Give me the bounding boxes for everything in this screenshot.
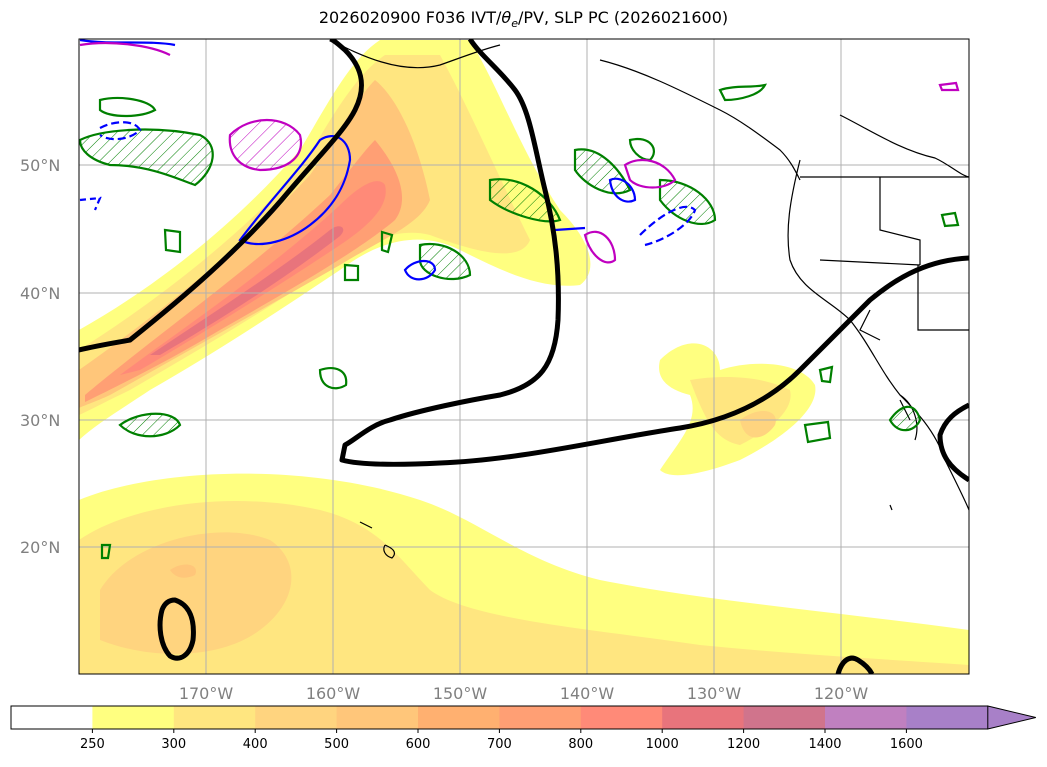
colorbar-segment bbox=[92, 706, 175, 729]
colorbar-tick-label: 600 bbox=[406, 737, 431, 752]
lat-labels: 50°N 40°N 30°N 20°N bbox=[20, 156, 60, 557]
pv-contours-green bbox=[79, 83, 960, 560]
lat-label-20n: 20°N bbox=[20, 538, 60, 557]
ivt-shading bbox=[79, 40, 969, 674]
colorbar: 250 300 400 500 600 700 800 1000 1200 1400 1600 bbox=[10, 705, 1036, 752]
lon-label-150w: 150°W bbox=[433, 684, 488, 703]
map-title: 2026020900 F036 IVT/θe/PV, SLP PC (20260… bbox=[318, 8, 729, 31]
colorbar-tick-label: 250 bbox=[80, 737, 105, 752]
colorbar-segment bbox=[173, 706, 256, 729]
colorbar-segment bbox=[580, 706, 663, 729]
lon-label-120w: 120°W bbox=[814, 684, 869, 703]
colorbar-segment bbox=[11, 706, 93, 729]
lon-labels: 170°W 160°W 150°W 140°W 130°W 120°W bbox=[179, 684, 869, 703]
lon-label-140w: 140°W bbox=[560, 684, 615, 703]
colorbar-tick-label: 1000 bbox=[646, 737, 679, 752]
lat-label-30n: 30°N bbox=[20, 411, 60, 430]
colorbar-tick-label: 1600 bbox=[890, 737, 923, 752]
colorbar-segment bbox=[743, 706, 826, 729]
lon-label-170w: 170°W bbox=[179, 684, 234, 703]
pv-contours-magenta bbox=[79, 41, 960, 264]
colorbar-segment bbox=[499, 706, 582, 729]
colorbar-tick-label: 400 bbox=[243, 737, 268, 752]
slp-contours bbox=[79, 39, 969, 674]
colorbar-tick-label: 300 bbox=[161, 737, 186, 752]
colorbar-tick-label: 1400 bbox=[808, 737, 841, 752]
colorbar-tick-label: 1200 bbox=[727, 737, 760, 752]
lat-label-40n: 40°N bbox=[20, 284, 60, 303]
map-area bbox=[79, 39, 969, 674]
colorbar-extend-arrow bbox=[987, 705, 1036, 730]
colorbar-tick-label: 700 bbox=[487, 737, 512, 752]
colorbar-tick-label: 800 bbox=[568, 737, 593, 752]
colorbar-segment bbox=[336, 706, 419, 729]
lon-label-130w: 130°W bbox=[687, 684, 742, 703]
colorbar-segment bbox=[418, 706, 500, 729]
lat-label-50n: 50°N bbox=[20, 156, 60, 175]
colorbar-segment bbox=[906, 706, 989, 729]
colorbar-tick-label: 500 bbox=[324, 737, 349, 752]
colorbar-segment bbox=[255, 706, 338, 729]
pv-contours-blue bbox=[79, 39, 697, 281]
graticule bbox=[79, 39, 969, 674]
colorbar-segment bbox=[825, 706, 907, 729]
colorbar-segment bbox=[662, 706, 745, 729]
lon-label-160w: 160°W bbox=[306, 684, 361, 703]
map-frame bbox=[78, 38, 970, 675]
